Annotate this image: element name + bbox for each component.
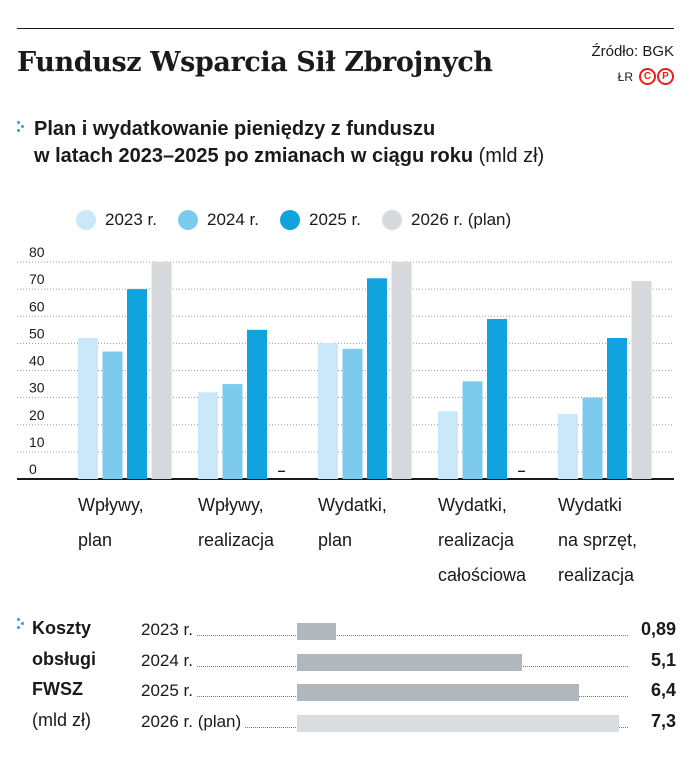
bar-4-cat-1: [151, 262, 172, 479]
y-tick-label-0: 0: [29, 461, 37, 477]
y-tick-label-50: 50: [29, 325, 45, 341]
bar-2-cat-1: [102, 351, 123, 479]
legend-swatch-2023: [76, 210, 96, 230]
x-category-label: Wydatki na sprzęt, realizacja: [558, 488, 637, 593]
chart-subtitle: Plan i wydatkowanie pieniędzy z funduszu…: [34, 116, 544, 170]
subtitle-line-2: w latach 2023–2025 po zmianach w ciągu r…: [34, 145, 474, 167]
cost-row-value: 0,89: [637, 619, 676, 640]
cost-row: 2023 r. 0,89: [0, 619, 690, 640]
x-category-line: plan: [318, 530, 353, 550]
x-category-line: realizacja: [198, 530, 275, 550]
cost-row-value: 7,3: [647, 710, 676, 732]
publisher-logo: C P: [639, 68, 674, 85]
x-category-label: Wydatki, realizacja całościowa: [438, 488, 526, 593]
y-tick-label-40: 40: [29, 353, 45, 369]
missing-value-marker: –: [518, 462, 526, 478]
cost-row: 2024 r. 5,1: [0, 649, 690, 671]
x-category-line: Wydatki,: [318, 495, 387, 515]
bar-1-cat-3: [318, 343, 338, 479]
bar-2-cat-3: [342, 348, 363, 479]
legend-label-2025: 2025 r.: [309, 210, 361, 229]
subtitle-line-1: Plan i wydatkowanie pieniędzy z funduszu: [34, 118, 436, 140]
bar-3-cat-4: [487, 318, 507, 479]
bar-1-cat-4: [438, 411, 458, 479]
y-tick-label-70: 70: [29, 271, 45, 287]
legend-label-2023: 2023 r.: [105, 210, 157, 229]
legend-swatch-2026-plan: [382, 210, 402, 230]
bar-3-cat-1: [127, 289, 147, 479]
legend-item-2026-plan: 2026 r. (plan): [382, 210, 511, 230]
legend-swatch-2025: [280, 210, 300, 230]
author-initials: ŁR: [617, 69, 633, 84]
cost-row-year: 2025 r.: [141, 681, 197, 701]
x-category-label: Wpływy, realizacja: [198, 488, 274, 558]
bar-1-cat-1: [78, 337, 98, 479]
bar-1-cat-2: [198, 392, 218, 479]
y-tick-label-30: 30: [29, 380, 45, 396]
cost-row: 2026 r. (plan) 7,3: [0, 710, 690, 732]
x-category-line: realizacja: [558, 565, 635, 585]
costs-bullet-dots-icon: [17, 618, 27, 630]
x-category-line: Wydatki: [558, 495, 622, 515]
cost-bar: [297, 714, 619, 732]
top-rule: [17, 28, 674, 29]
legend-item-2023: 2023 r.: [76, 210, 157, 230]
subtitle-unit: (mld zł): [478, 145, 545, 167]
cost-row-leader: [141, 635, 628, 636]
costs-label-line-2: obsługi: [32, 649, 96, 669]
legend-swatch-2024: [178, 210, 198, 230]
costs-label-line-3: FWSZ: [32, 679, 83, 699]
bar-4-cat-5: [631, 280, 652, 479]
cost-bar: [297, 684, 580, 701]
legend-item-2025: 2025 r.: [280, 210, 361, 230]
bar-1-cat-5: [558, 413, 578, 479]
cost-bar: [297, 653, 522, 671]
legend-item-2024: 2024 r.: [178, 210, 259, 230]
x-category-line: plan: [78, 530, 113, 550]
legend-label-2026-plan: 2026 r. (plan): [411, 210, 512, 229]
cost-row-value: 5,1: [647, 649, 676, 671]
x-category-line: całościowa: [438, 565, 527, 585]
author-credit: ŁR C P: [618, 68, 674, 85]
bar-2-cat-5: [582, 397, 603, 479]
bar-4-cat-3: [391, 262, 412, 479]
cost-row-year: 2024 r.: [141, 650, 197, 671]
x-category-line: Wpływy,: [78, 495, 144, 515]
missing-value-marker: –: [278, 462, 286, 478]
y-tick-label-60: 60: [29, 298, 45, 314]
bar-3-cat-3: [367, 278, 387, 479]
costs-label-line-1: Koszty: [32, 618, 92, 638]
x-category-line: realizacja: [438, 530, 515, 550]
legend-label-2024: 2024 r.: [207, 210, 259, 229]
logo-c: C: [639, 68, 656, 85]
x-category-label: Wpływy, plan: [78, 488, 144, 558]
x-category-line: Wpływy,: [198, 495, 264, 515]
bar-3-cat-2: [247, 329, 267, 479]
source-label: Źródło: BGK: [591, 43, 674, 60]
cost-row-year: 2023 r.: [141, 620, 197, 640]
y-tick-label-80: 80: [29, 244, 45, 260]
cost-row: 2025 r. 6,4: [0, 680, 690, 701]
cost-row-year: 2026 r. (plan): [141, 711, 246, 732]
bar-3-cat-5: [607, 337, 627, 479]
cost-bar: [297, 623, 337, 640]
bar-2-cat-4: [462, 381, 483, 479]
bar-chart: 0 10 20 30 40 50 60 70 80 – –: [17, 244, 674, 480]
chart-legend: 2023 r. 2024 r. 2025 r. 2026 r. (plan): [76, 210, 511, 230]
chart-title: Fundusz Wsparcia Sił Zbrojnych: [17, 47, 493, 78]
cost-row-value: 6,4: [647, 680, 676, 701]
bullet-dots-icon: [17, 121, 27, 133]
logo-p: P: [657, 68, 674, 85]
y-tick-label-20: 20: [29, 407, 45, 423]
x-category-line: Wydatki,: [438, 495, 507, 515]
bar-2-cat-2: [222, 384, 243, 479]
x-category-label: Wydatki, plan: [318, 488, 387, 558]
costs-panel: Koszty obsługi FWSZ (mld zł) 2023 r. 0,89…: [0, 612, 690, 742]
costs-label-line-4: (mld zł): [32, 710, 91, 730]
y-tick-label-10: 10: [29, 434, 45, 450]
x-category-line: na sprzęt,: [558, 530, 638, 550]
